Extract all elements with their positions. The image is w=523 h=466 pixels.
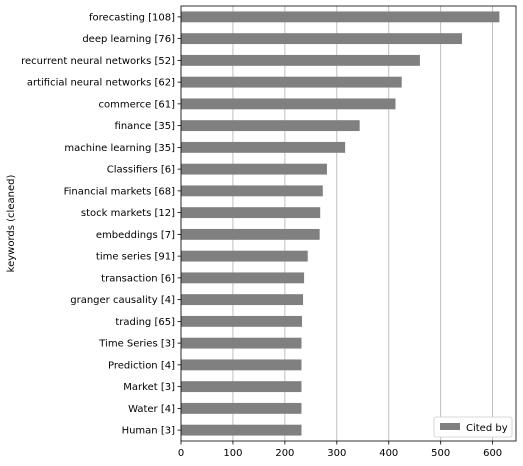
x-tick-label: 100	[223, 448, 242, 459]
y-tick-label: finance [35]	[115, 121, 176, 132]
bar	[181, 402, 302, 414]
bar	[181, 250, 308, 262]
bar	[181, 98, 396, 110]
y-axis-ticks: forecasting [108] deep learning [76] recur…	[21, 12, 181, 437]
y-tick-label: trading [65]	[115, 317, 175, 328]
y-tick-label: Financial markets [68]	[64, 186, 175, 197]
x-axis-ticks: 0 100 200 300 400 500 600	[178, 441, 502, 459]
y-axis-label: keywords (cleaned)	[6, 175, 17, 273]
y-tick-label: Time Series [3]	[98, 339, 175, 350]
bar	[181, 228, 320, 240]
x-tick-label: 500	[431, 448, 450, 459]
bar	[181, 359, 302, 371]
y-tick-label: deep learning [76]	[82, 34, 175, 45]
legend: Cited by	[433, 416, 513, 438]
y-tick-label: forecasting [108]	[89, 12, 175, 23]
y-tick-label: Human [3]	[122, 426, 176, 437]
y-tick-label: artificial neural networks [62]	[27, 78, 175, 89]
y-tick-label: Water [4]	[128, 404, 175, 415]
x-tick-label: 200	[275, 448, 294, 459]
bar	[181, 141, 346, 153]
y-tick-label: commerce [61]	[99, 99, 176, 110]
bar	[181, 381, 302, 393]
x-tick-label: 0	[178, 448, 184, 459]
bar	[181, 424, 302, 436]
bar	[181, 294, 304, 306]
y-tick-label: transaction [6]	[101, 273, 175, 284]
bar	[181, 185, 323, 197]
bar	[181, 337, 302, 349]
y-tick-label: stock markets [12]	[81, 208, 175, 219]
bar	[181, 163, 327, 175]
y-tick-label: Market [3]	[123, 382, 175, 393]
y-tick-label: machine learning [35]	[64, 143, 175, 154]
y-tick-label: recurrent neural networks [52]	[21, 56, 175, 67]
grid	[180, 6, 494, 441]
y-tick-label: embeddings [7]	[96, 230, 175, 241]
legend-label: Cited by	[466, 423, 508, 434]
bar	[181, 207, 321, 219]
bar	[181, 54, 420, 66]
bar	[181, 120, 360, 132]
bar	[181, 76, 402, 88]
y-tick-label: Classifiers [6]	[107, 165, 175, 176]
x-tick-label: 300	[327, 448, 346, 459]
x-tick-label: 600	[483, 448, 502, 459]
bar	[181, 272, 305, 284]
y-tick-label: Prediction [4]	[108, 360, 175, 371]
legend-swatch	[440, 423, 460, 430]
legend-box	[433, 416, 513, 438]
x-tick-label: 400	[379, 448, 398, 459]
y-tick-label: time series [91]	[96, 252, 175, 263]
bar	[181, 33, 462, 45]
bar	[181, 11, 500, 23]
plot-frame	[180, 5, 517, 442]
bar	[181, 315, 303, 327]
bars	[181, 11, 500, 436]
y-tick-label: granger causality [4]	[70, 295, 175, 306]
